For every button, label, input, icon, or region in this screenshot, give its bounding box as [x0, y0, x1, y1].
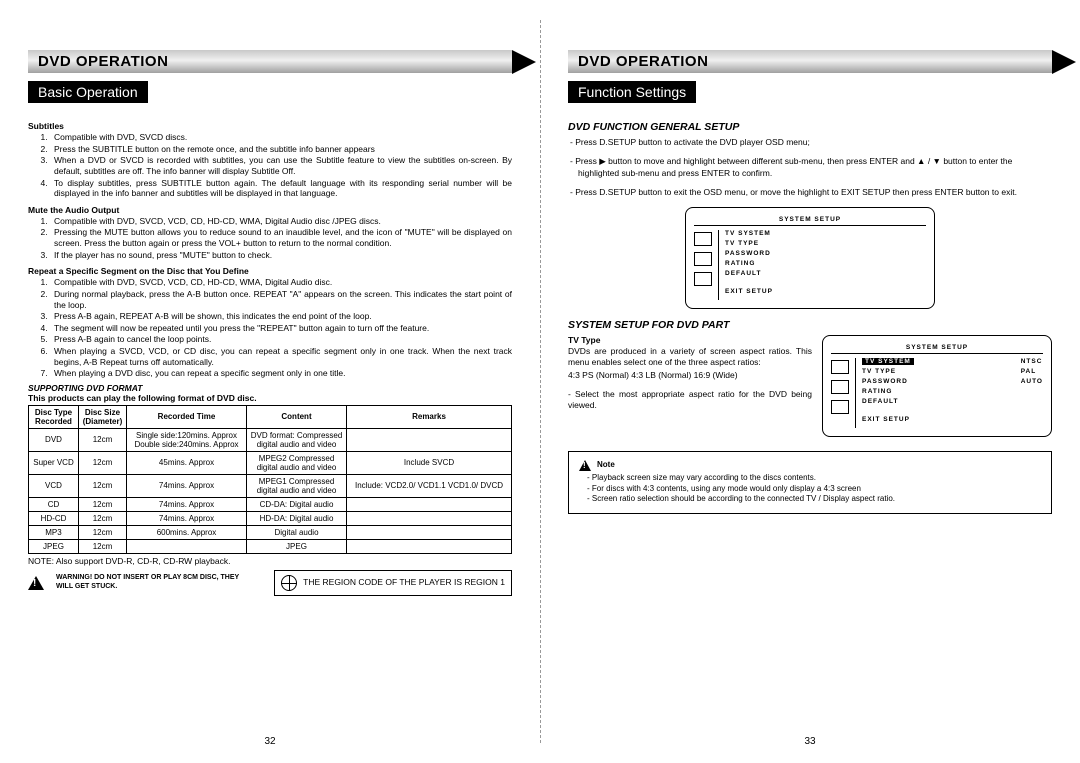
format-heading: SUPPORTING DVD FORMAT [28, 383, 512, 393]
subtitles-list: Compatible with DVD, SVCD discs. Press t… [28, 132, 512, 199]
subbanner-left: Basic Operation [28, 81, 148, 103]
note-box: Note Playback screen size may vary accor… [568, 451, 1052, 514]
disc-table: Disc Type Recorded Disc Size (Diameter) … [28, 405, 512, 554]
osd-menu-1: SYSTEM SETUP TV SYSTEMTV TYPEPASSWORDRAT… [685, 207, 935, 309]
page-left: DVD OPERATION Basic Operation Subtitles … [0, 0, 540, 763]
osd-icon [694, 232, 712, 246]
format-sub: This products can play the following for… [28, 393, 512, 403]
page-divider [540, 20, 541, 743]
warning-icon [28, 576, 44, 590]
osd-icon [831, 400, 849, 414]
general-setup-heading: DVD FUNCTION GENERAL SETUP [568, 121, 1052, 133]
repeat-heading: Repeat a Specific Segment on the Disc th… [28, 266, 512, 276]
tv-type-label: TV Type [568, 335, 812, 346]
osd-icon [831, 380, 849, 394]
banner-right: DVD OPERATION [568, 50, 1052, 73]
warning-icon [579, 460, 591, 471]
osd-icon [694, 272, 712, 286]
osd-menu-2: SYSTEM SETUP TV SYSTEMTV TYPEPASSWORDRAT… [822, 335, 1052, 437]
banner-left: DVD OPERATION [28, 50, 512, 73]
mute-list: Compatible with DVD, SVCD, VCD, CD, HD-C… [28, 216, 512, 261]
repeat-list: Compatible with DVD, SVCD, VCD, CD, HD-C… [28, 277, 512, 379]
subbanner-right: Function Settings [568, 81, 696, 103]
table-note: NOTE: Also support DVD-R, CD-R, CD-RW pl… [28, 556, 512, 567]
subtitles-heading: Subtitles [28, 121, 512, 131]
region-box: THE REGION CODE OF THE PLAYER IS REGION … [274, 570, 512, 596]
page-num-right: 33 [540, 736, 1080, 747]
osd-icon [694, 252, 712, 266]
page-right: DVD OPERATION Function Settings DVD FUNC… [540, 0, 1080, 763]
osd-icon [831, 360, 849, 374]
mute-heading: Mute the Audio Output [28, 205, 512, 215]
system-setup-heading: SYSTEM SETUP FOR DVD PART [568, 319, 1052, 331]
page-num-left: 32 [0, 736, 540, 747]
warning-row: WARNING! DO NOT INSERT OR PLAY 8CM DISC,… [28, 570, 512, 596]
globe-icon [281, 575, 297, 591]
